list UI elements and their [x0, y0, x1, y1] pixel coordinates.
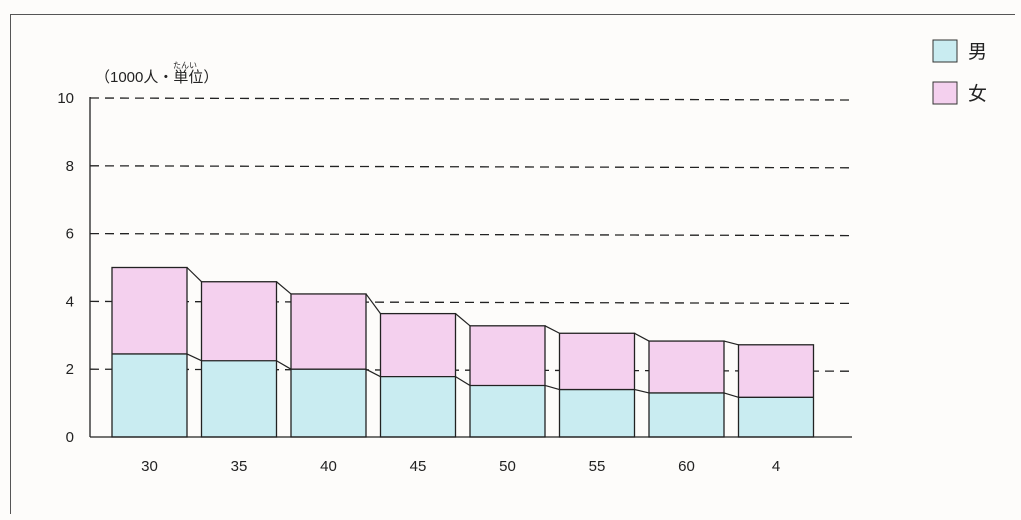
bar-segment-female [738, 344, 814, 398]
y-axis-unit-ruby: たんい [173, 61, 197, 70]
bar-segment-female [470, 325, 545, 386]
x-tick-label: 40 [320, 458, 337, 475]
bar-connector [276, 360, 292, 370]
gridline [89, 232, 853, 237]
axis-layer: （1000人・単位） たんい [89, 61, 852, 438]
bar-connector [723, 340, 739, 346]
bar-segment-male [738, 397, 814, 437]
x-tick-label: 4 [772, 458, 780, 475]
bar-segment-male [380, 376, 456, 437]
bar-segment-female [112, 267, 187, 354]
bar-connector [544, 384, 560, 391]
bar-connector [455, 313, 471, 327]
gridline [89, 165, 853, 169]
bar-connector [455, 376, 471, 386]
bar-connector [365, 293, 381, 314]
y-tick-label: 4 [66, 293, 74, 310]
bar-segment-male [291, 369, 366, 437]
bar-segment-female [380, 313, 456, 377]
bar-connector [634, 388, 650, 394]
x-tick-label: 45 [410, 458, 427, 475]
legend-swatch-male [932, 39, 958, 63]
bar-segment-female [291, 293, 366, 370]
bar-connector [276, 281, 292, 295]
y-tick-label: 10 [57, 90, 74, 107]
bar-segment-female [201, 281, 277, 361]
x-tick-label: 55 [589, 458, 606, 475]
legend-label-male: 男 [968, 41, 987, 63]
chart-frame [10, 14, 1015, 514]
y-tick-label: 0 [66, 429, 74, 446]
bar-connector [186, 267, 202, 283]
bar-connector [634, 332, 650, 342]
bar-connector [186, 353, 202, 362]
x-tick-label: 35 [231, 458, 248, 475]
y-tick-label: 6 [66, 226, 74, 243]
bars-layer [111, 266, 815, 438]
x-tick-label: 60 [678, 458, 695, 475]
bar-segment-female [649, 341, 724, 393]
gridline [89, 97, 853, 101]
bar-segment-male [470, 385, 545, 437]
bar-segment-male [112, 353, 187, 437]
bar-segment-male [649, 392, 724, 437]
bar-segment-male [201, 360, 277, 437]
x-tick-label: 30 [141, 458, 158, 475]
y-tick-labels: 0 2 4 6 8 10 [57, 90, 74, 446]
x-tick-label: 50 [499, 458, 516, 475]
legend-label-female: 女 [968, 83, 987, 105]
bar-segment-female [559, 333, 635, 390]
legend: 男女 [932, 39, 987, 105]
y-tick-label: 2 [66, 361, 74, 378]
bar-segment-male [559, 389, 635, 437]
bar-connector [723, 392, 739, 398]
legend-swatch-female [932, 81, 958, 105]
x-tick-labels: 30 35 40 45 50 55 60 4 [141, 458, 780, 475]
y-axis-unit-label: （1000人・単位） [95, 69, 218, 86]
bar-connector [544, 325, 560, 334]
y-tick-label: 8 [66, 158, 74, 175]
bar-connector [365, 368, 381, 378]
